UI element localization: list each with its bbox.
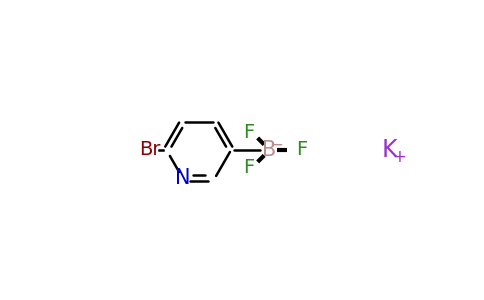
Text: F: F — [243, 158, 255, 177]
Text: +: + — [392, 148, 406, 166]
Text: B: B — [262, 140, 277, 160]
Text: F: F — [296, 140, 307, 160]
Text: K: K — [381, 138, 397, 162]
Text: Br: Br — [139, 140, 160, 160]
Text: N: N — [175, 168, 190, 188]
Text: −: − — [270, 136, 284, 154]
Text: F: F — [243, 123, 255, 142]
